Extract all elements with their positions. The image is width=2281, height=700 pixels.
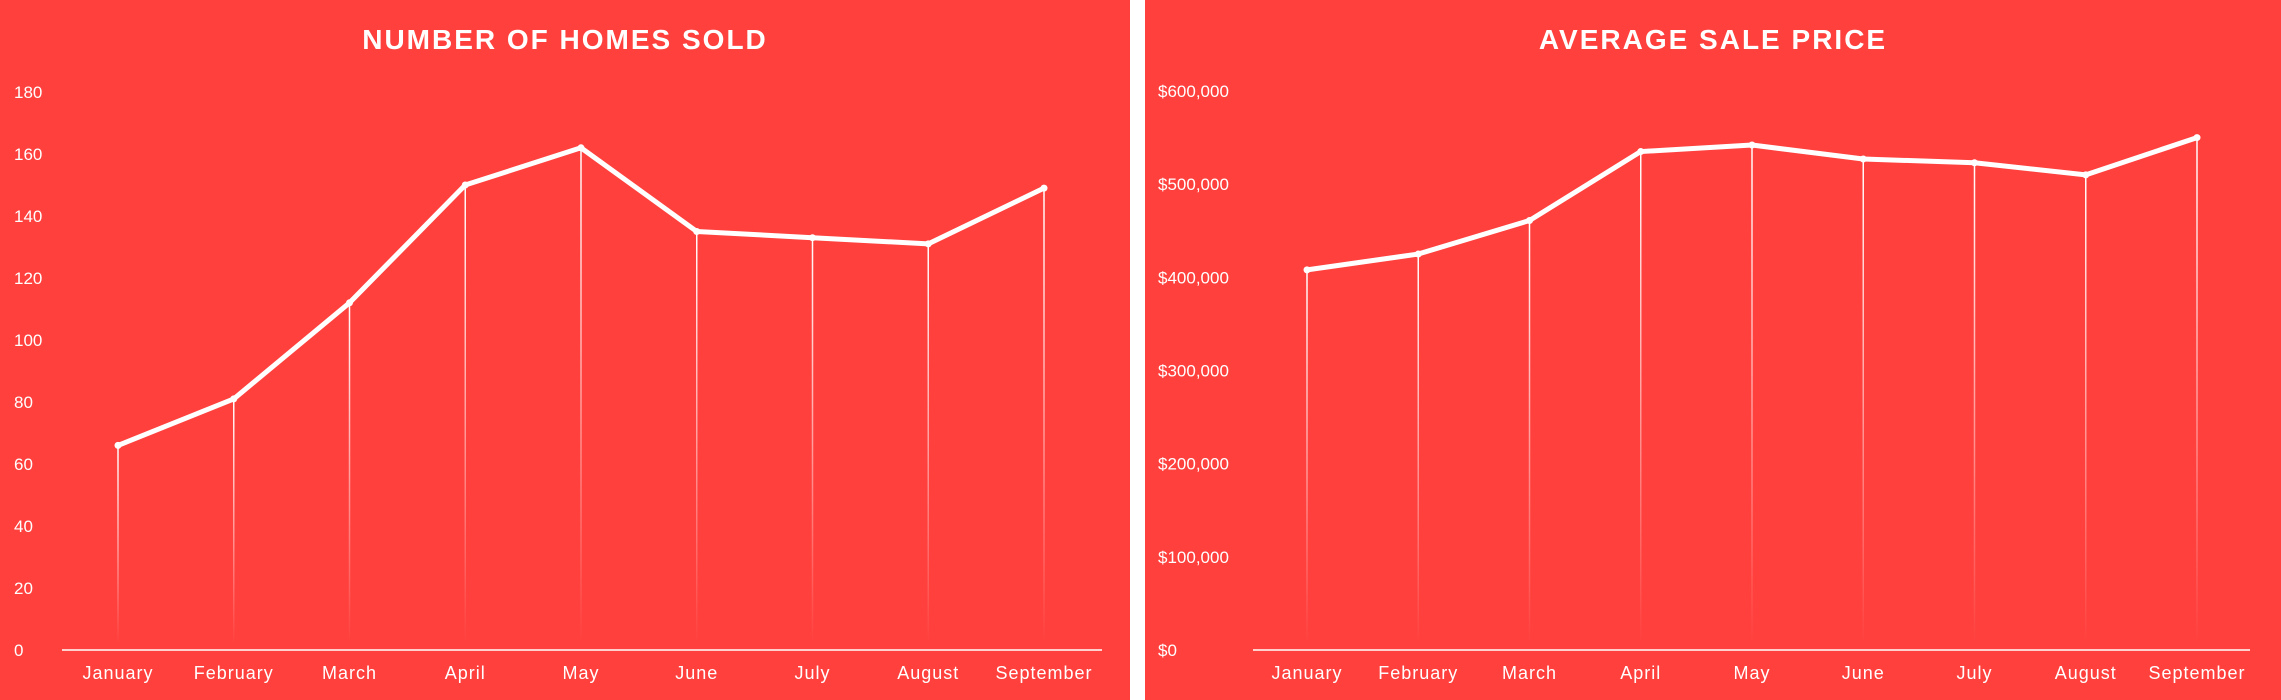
drop-line: [580, 147, 582, 645]
x-tick-label: May: [562, 663, 599, 683]
data-point: [924, 240, 932, 248]
data-point: [461, 181, 469, 189]
y-tick-label: 180: [14, 83, 42, 102]
y-tick-label: 140: [14, 207, 42, 226]
data-point: [1040, 184, 1048, 192]
x-tick-label: January: [1271, 663, 1342, 683]
x-tick-label: February: [194, 663, 274, 683]
x-tick-label: August: [897, 663, 959, 683]
homes-sold-chart: 0 20 40 60 80 100 120 140 160 180 January February M…: [14, 83, 1102, 683]
drop-line: [1043, 188, 1045, 644]
drop-line: [2085, 174, 2087, 644]
drop-line: [811, 237, 814, 644]
sale-price-chart-panel: AVERAGE SALE PRICE $0 $100,000 $200,000 $30…: [1145, 0, 2281, 700]
y-tick-label: 100: [14, 331, 42, 350]
y-tick-label: 20: [14, 579, 33, 598]
data-point: [693, 228, 701, 235]
y-tick-label: 160: [14, 145, 42, 164]
data-point: [2193, 134, 2201, 142]
drop-line: [117, 445, 119, 644]
chart-title: NUMBER OF HOMES SOLD: [362, 24, 768, 55]
data-point: [2082, 171, 2090, 179]
x-tick-label: July: [794, 663, 830, 683]
drop-line: [1306, 269, 1308, 644]
y-tick-label: 40: [14, 517, 33, 536]
data-point: [1526, 217, 1533, 225]
y-tick-label: 0: [14, 641, 23, 660]
drop-line: [464, 185, 466, 644]
y-tick-label: 120: [14, 269, 42, 288]
y-tick-label: $300,000: [1158, 362, 1229, 381]
data-point: [230, 395, 238, 403]
x-tick-label: May: [1733, 663, 1770, 683]
y-tick-label: $600,000: [1158, 82, 1229, 101]
x-tick-label: April: [1620, 663, 1661, 683]
data-point: [577, 144, 585, 152]
x-tick-label: August: [2055, 663, 2117, 683]
y-tick-label: 80: [14, 393, 33, 412]
y-tick-label: $500,000: [1158, 175, 1229, 194]
drop-line: [1417, 254, 1419, 644]
x-tick-label: February: [1378, 663, 1458, 683]
drop-line: [1973, 162, 1976, 644]
x-tick-label: March: [1502, 663, 1557, 683]
drop-line: [696, 231, 698, 644]
y-tick-label: $400,000: [1158, 268, 1229, 287]
x-tick-label: June: [675, 663, 718, 683]
drop-line: [1862, 159, 1864, 645]
sale-price-chart: $0 $100,000 $200,000 $300,000 $400,000 $500,0…: [1158, 82, 2250, 683]
data-point: [1859, 155, 1867, 163]
data-point: [1971, 159, 1978, 167]
drop-line: [1640, 151, 1642, 644]
y-tick-label: $200,000: [1158, 455, 1229, 474]
data-point: [1748, 141, 1756, 149]
data-point: [809, 234, 816, 242]
drop-line: [2196, 137, 2198, 645]
x-tick-label: March: [322, 663, 377, 683]
y-tick-label: $100,000: [1158, 548, 1229, 567]
data-point: [1637, 148, 1645, 156]
data-point: [1303, 266, 1311, 274]
data-point: [1414, 250, 1422, 258]
x-tick-label: September: [2148, 663, 2245, 683]
homes-sold-chart-panel: NUMBER OF HOMES SOLD 0 20 40 60 80 100 120 140 1…: [0, 0, 1130, 700]
x-tick-label: January: [82, 663, 153, 683]
y-tick-label: 60: [14, 455, 33, 474]
drop-line: [927, 243, 929, 644]
drop-line: [233, 398, 235, 644]
drop-line: [1751, 145, 1753, 644]
x-tick-label: June: [1842, 663, 1885, 683]
y-tick-label: $0: [1158, 641, 1177, 660]
chart-title: AVERAGE SALE PRICE: [1538, 24, 1888, 55]
drop-line: [348, 302, 351, 644]
data-point: [114, 441, 122, 449]
x-tick-label: April: [445, 663, 486, 683]
data-point: [346, 299, 353, 307]
drop-line: [1528, 220, 1531, 645]
x-tick-label: September: [995, 663, 1092, 683]
x-tick-label: July: [1956, 663, 1992, 683]
